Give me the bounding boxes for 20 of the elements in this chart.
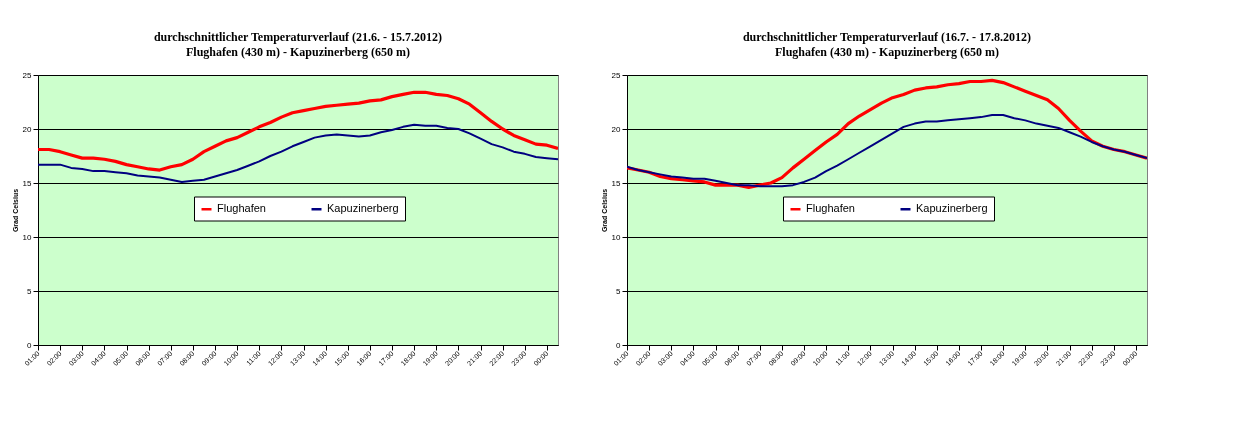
legend-label: Kapuzinerberg	[916, 202, 988, 215]
y-tick-label: 10	[611, 232, 622, 242]
chart-subtitle: Flughafen (430 m) - Kapuzinerberg (650 m)	[186, 45, 410, 59]
y-tick-label: 20	[22, 124, 33, 134]
y-tick-label: 25	[22, 70, 33, 80]
y-tick-label: 10	[22, 232, 33, 242]
y-tick-label: 5	[616, 286, 622, 296]
chart-title: durchschnittlicher Temperaturverlauf (16.7. - 17.8.2012)	[742, 30, 1032, 44]
y-tick-label: 15	[22, 178, 33, 188]
y-tick-label: 0	[27, 340, 33, 350]
chart-subtitle: Flughafen (430 m) - Kapuzinerberg (650 m)	[775, 45, 999, 59]
y-tick-label: 20	[611, 124, 622, 134]
legend-label: Flughafen	[806, 202, 855, 215]
chart-title: durchschnittlicher Temperaturverlauf (21.6. - 15.7.2012)	[153, 30, 443, 44]
y-tick-label: 25	[611, 70, 622, 80]
y-tick-label: 0	[616, 340, 622, 350]
legend-label: Flughafen	[217, 202, 266, 215]
y-tick-label: 15	[611, 178, 622, 188]
legend-label: Kapuzinerberg	[327, 202, 399, 215]
y-tick-label: 5	[27, 286, 33, 296]
